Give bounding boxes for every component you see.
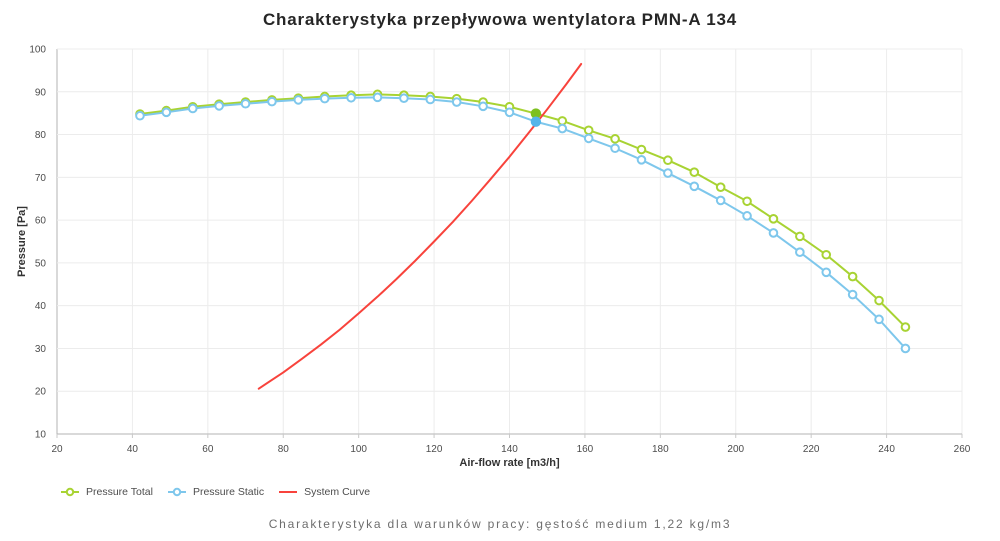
marker-pressure-total <box>874 295 884 306</box>
y-tick-label: 10 <box>35 430 47 441</box>
marker-pressure-static <box>425 94 436 105</box>
x-tick-label: 80 <box>278 444 290 455</box>
legend-item-system-curve[interactable]: System Curve <box>278 486 370 498</box>
marker-pressure-total <box>689 167 700 177</box>
chart-title: Charakterystyka przepływowa wentylatora … <box>262 10 738 29</box>
x-tick-label: 240 <box>878 444 895 455</box>
marker-pressure-total <box>821 249 832 260</box>
marker-pressure-static <box>768 228 779 238</box>
legend-label-system-curve: System Curve <box>304 486 371 498</box>
marker-pressure-total <box>636 144 647 155</box>
marker-pressure-static <box>399 93 409 103</box>
x-tick-label: 200 <box>727 444 744 455</box>
marker-pressure-total <box>795 231 805 242</box>
pressure-total-series-icon <box>61 487 79 497</box>
x-tick-label: 260 <box>954 444 971 455</box>
marker-pressure-static <box>478 101 488 112</box>
system-curve-series-icon <box>279 491 298 493</box>
x-tick-label: 160 <box>577 444 594 455</box>
marker-pressure-static <box>267 96 277 107</box>
y-axis-title: Pressure [Pa] <box>16 206 28 277</box>
x-tick-label: 180 <box>652 444 669 455</box>
marker-pressure-static <box>240 98 251 109</box>
y-tick-label: 20 <box>35 387 47 398</box>
marker-pressure-total <box>742 196 752 207</box>
x-tick-label: 20 <box>51 444 63 455</box>
y-tick-label: 100 <box>29 45 46 56</box>
marker-pressure-static <box>874 314 884 325</box>
legend: Pressure Total Pressure Static System Cu… <box>60 486 370 498</box>
y-tick-label: 40 <box>35 301 47 312</box>
marker-pressure-static <box>504 107 515 118</box>
y-tick-label: 50 <box>35 258 47 269</box>
series-line-system-curve <box>257 62 583 390</box>
x-tick-label: 60 <box>202 444 214 455</box>
marker-pressure-static <box>293 95 304 105</box>
marker-pressure-static <box>135 110 145 121</box>
marker-pressure-total <box>847 271 858 282</box>
marker-pressure-total <box>663 155 673 166</box>
marker-pressure-static <box>451 97 462 107</box>
marker-pressure-total <box>768 214 779 224</box>
marker-pressure-total <box>900 322 911 332</box>
marker-pressure-total <box>610 134 620 144</box>
x-tick-label: 140 <box>501 444 518 455</box>
marker-pressure-static <box>689 181 700 192</box>
marker-pressure-static <box>372 92 383 103</box>
legend-label-pressure-total: Pressure Total <box>86 486 153 498</box>
marker-pressure-static <box>557 123 568 134</box>
marker-pressure-static <box>636 154 647 165</box>
y-tick-label: 90 <box>35 87 47 98</box>
legend-item-pressure-static[interactable]: Pressure Static <box>167 486 264 498</box>
y-tick-label: 60 <box>35 216 47 227</box>
marker-pressure-static <box>161 107 172 118</box>
y-tick-label: 80 <box>35 130 47 141</box>
y-tick-label: 30 <box>35 344 47 355</box>
marker-pressure-static <box>795 247 805 257</box>
legend-item-pressure-total[interactable]: Pressure Total <box>60 486 153 498</box>
marker-pressure-static <box>821 267 832 278</box>
marker-pressure-static <box>319 93 330 104</box>
y-tick-label: 70 <box>35 173 47 184</box>
marker-pressure-static <box>346 92 356 103</box>
x-tick-label: 40 <box>127 444 139 455</box>
marker-pressure-static <box>742 211 752 221</box>
operating-point-pressure-total <box>530 108 542 119</box>
chart-caption: Charakterystyka dla warunków pracy: gęst… <box>268 517 732 531</box>
marker-pressure-static <box>715 195 726 206</box>
marker-pressure-total <box>557 116 568 126</box>
chart-plot-area: 20 40 60 80 100 120 140 160 180 200 220 240 260 10 20 3… <box>16 45 971 470</box>
pressure-static-series-icon <box>167 487 186 497</box>
marker-pressure-static <box>583 133 594 144</box>
x-tick-label: 100 <box>350 444 367 455</box>
operating-point-pressure-static <box>530 116 542 127</box>
series-line-pressure-total <box>138 93 907 329</box>
marker-pressure-static <box>610 143 620 154</box>
marker-pressure-static <box>900 343 911 354</box>
marker-pressure-total <box>715 182 726 192</box>
x-axis-title: Air-flow rate [m3/h] <box>459 457 560 469</box>
x-tick-label: 120 <box>426 444 443 455</box>
marker-pressure-static <box>663 168 673 178</box>
marker-pressure-static <box>187 103 198 114</box>
marker-pressure-total <box>583 125 594 136</box>
x-tick-label: 220 <box>803 444 820 455</box>
legend-label-pressure-static: Pressure Static <box>192 486 265 498</box>
marker-pressure-static <box>847 289 858 300</box>
marker-pressure-static <box>214 101 224 111</box>
